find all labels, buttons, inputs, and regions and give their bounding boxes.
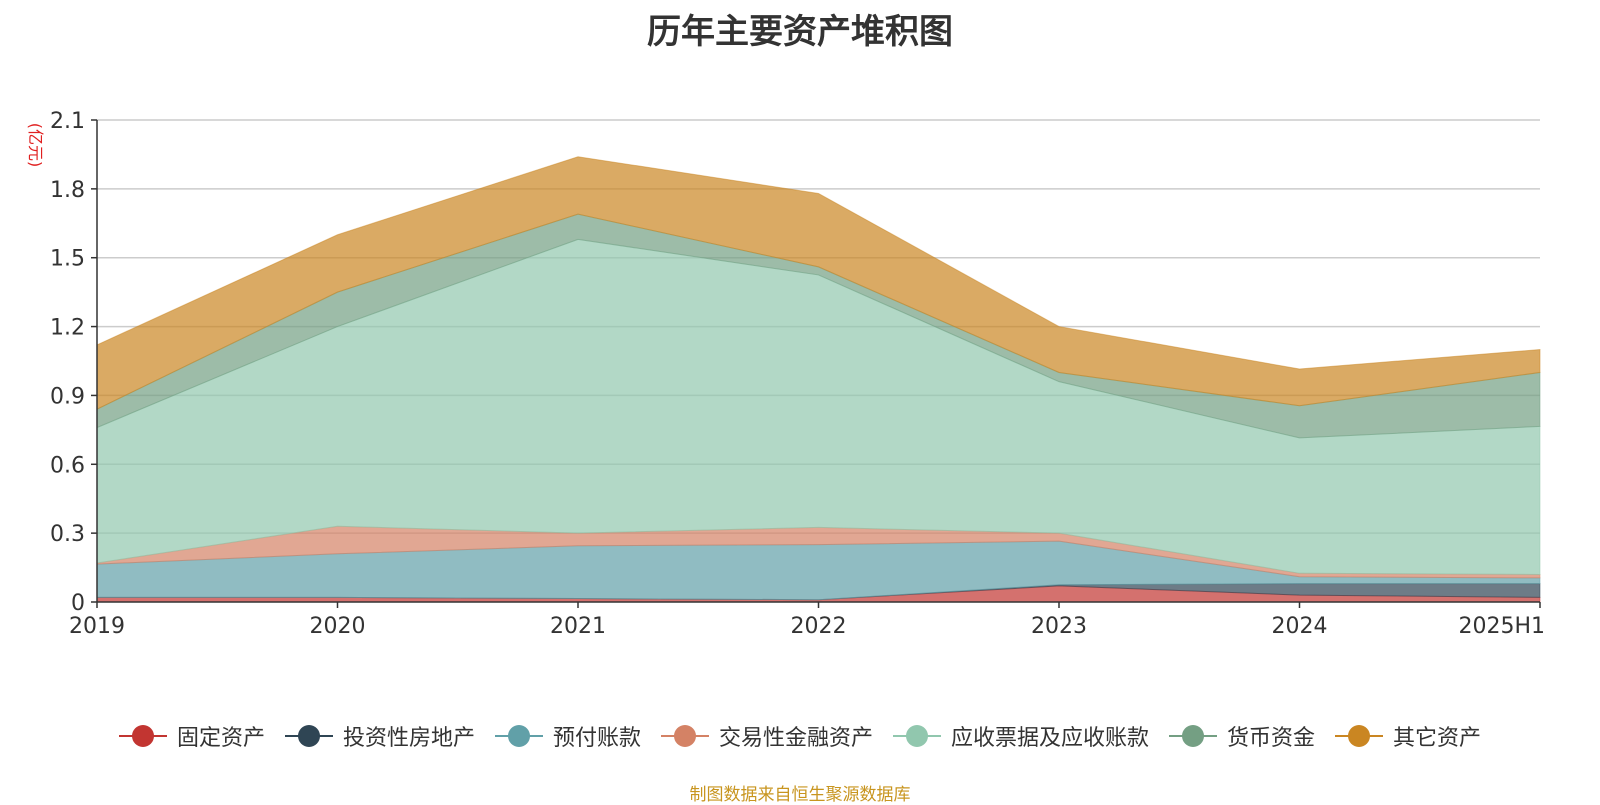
y-tick-label: 1.8 bbox=[50, 178, 85, 203]
legend-item[interactable]: 交易性金融资产 bbox=[660, 720, 873, 752]
legend-item[interactable]: 其它资产 bbox=[1335, 720, 1481, 752]
legend-item[interactable]: 投资性房地产 bbox=[284, 720, 475, 752]
legend-label: 预付账款 bbox=[552, 726, 641, 751]
y-tick-label: 1.5 bbox=[50, 247, 85, 272]
legend-marker bbox=[893, 724, 941, 748]
x-tick-label: 2019 bbox=[69, 614, 125, 639]
x-tick-label: 2020 bbox=[310, 614, 366, 639]
y-tick-label: 1.2 bbox=[50, 316, 85, 341]
legend-marker bbox=[1335, 724, 1384, 748]
y-tick-label: 0.3 bbox=[50, 522, 85, 547]
legend-marker bbox=[1169, 724, 1218, 748]
y-tick-label: 0 bbox=[71, 591, 85, 616]
legend-label: 货币资金 bbox=[1227, 726, 1316, 751]
series-area bbox=[96, 156, 1541, 410]
legend-marker bbox=[494, 724, 543, 748]
legend-item[interactable]: 应收票据及应收账款 bbox=[893, 720, 1149, 752]
legend-label: 投资性房地产 bbox=[342, 726, 475, 751]
x-tick-label: 2025H1 bbox=[1458, 614, 1545, 639]
legend-item[interactable]: 预付账款 bbox=[494, 720, 641, 752]
legend-label: 应收票据及应收账款 bbox=[951, 726, 1150, 751]
x-tick-label: 2024 bbox=[1272, 614, 1328, 639]
x-tick-label: 2021 bbox=[550, 614, 606, 639]
y-tick-label: 0.9 bbox=[50, 384, 85, 409]
y-tick-label: 2.1 bbox=[50, 109, 85, 134]
series-areas bbox=[96, 156, 1541, 603]
source-note: 制图数据来自恒生聚源数据库 bbox=[689, 785, 911, 805]
legend-marker bbox=[660, 724, 709, 748]
legend-item[interactable]: 固定资产 bbox=[118, 720, 265, 752]
legend-marker bbox=[284, 724, 333, 748]
axes bbox=[91, 119, 1541, 608]
legend-marker bbox=[118, 724, 167, 748]
x-tick-label: 2022 bbox=[791, 614, 847, 639]
legend-item[interactable]: 货币资金 bbox=[1169, 720, 1315, 752]
chart-title: 历年主要资产堆积图 bbox=[647, 12, 953, 52]
legend-label: 交易性金融资产 bbox=[718, 726, 873, 751]
y-axis-unit-label: (亿元) bbox=[26, 123, 45, 168]
legend: 固定资产 投资性房地产 预付账款 交易性金融资产 应收票据及应收账款 货币资金 其它资产 bbox=[0, 716, 1600, 756]
x-tick-label: 2023 bbox=[1031, 614, 1087, 639]
stacked-area-chart: 0 0.3 0.6 0.9 1.2 1.5 1.8 2.1 2019 2020 2021 2022 20… bbox=[26, 109, 1545, 639]
legend-label: 固定资产 bbox=[176, 726, 265, 751]
y-tick-label: 0.6 bbox=[50, 453, 85, 478]
tick-labels: 0 0.3 0.6 0.9 1.2 1.5 1.8 2.1 2019 2020 2021 2022 20… bbox=[26, 109, 1545, 639]
legend-label: 其它资产 bbox=[1393, 726, 1482, 751]
